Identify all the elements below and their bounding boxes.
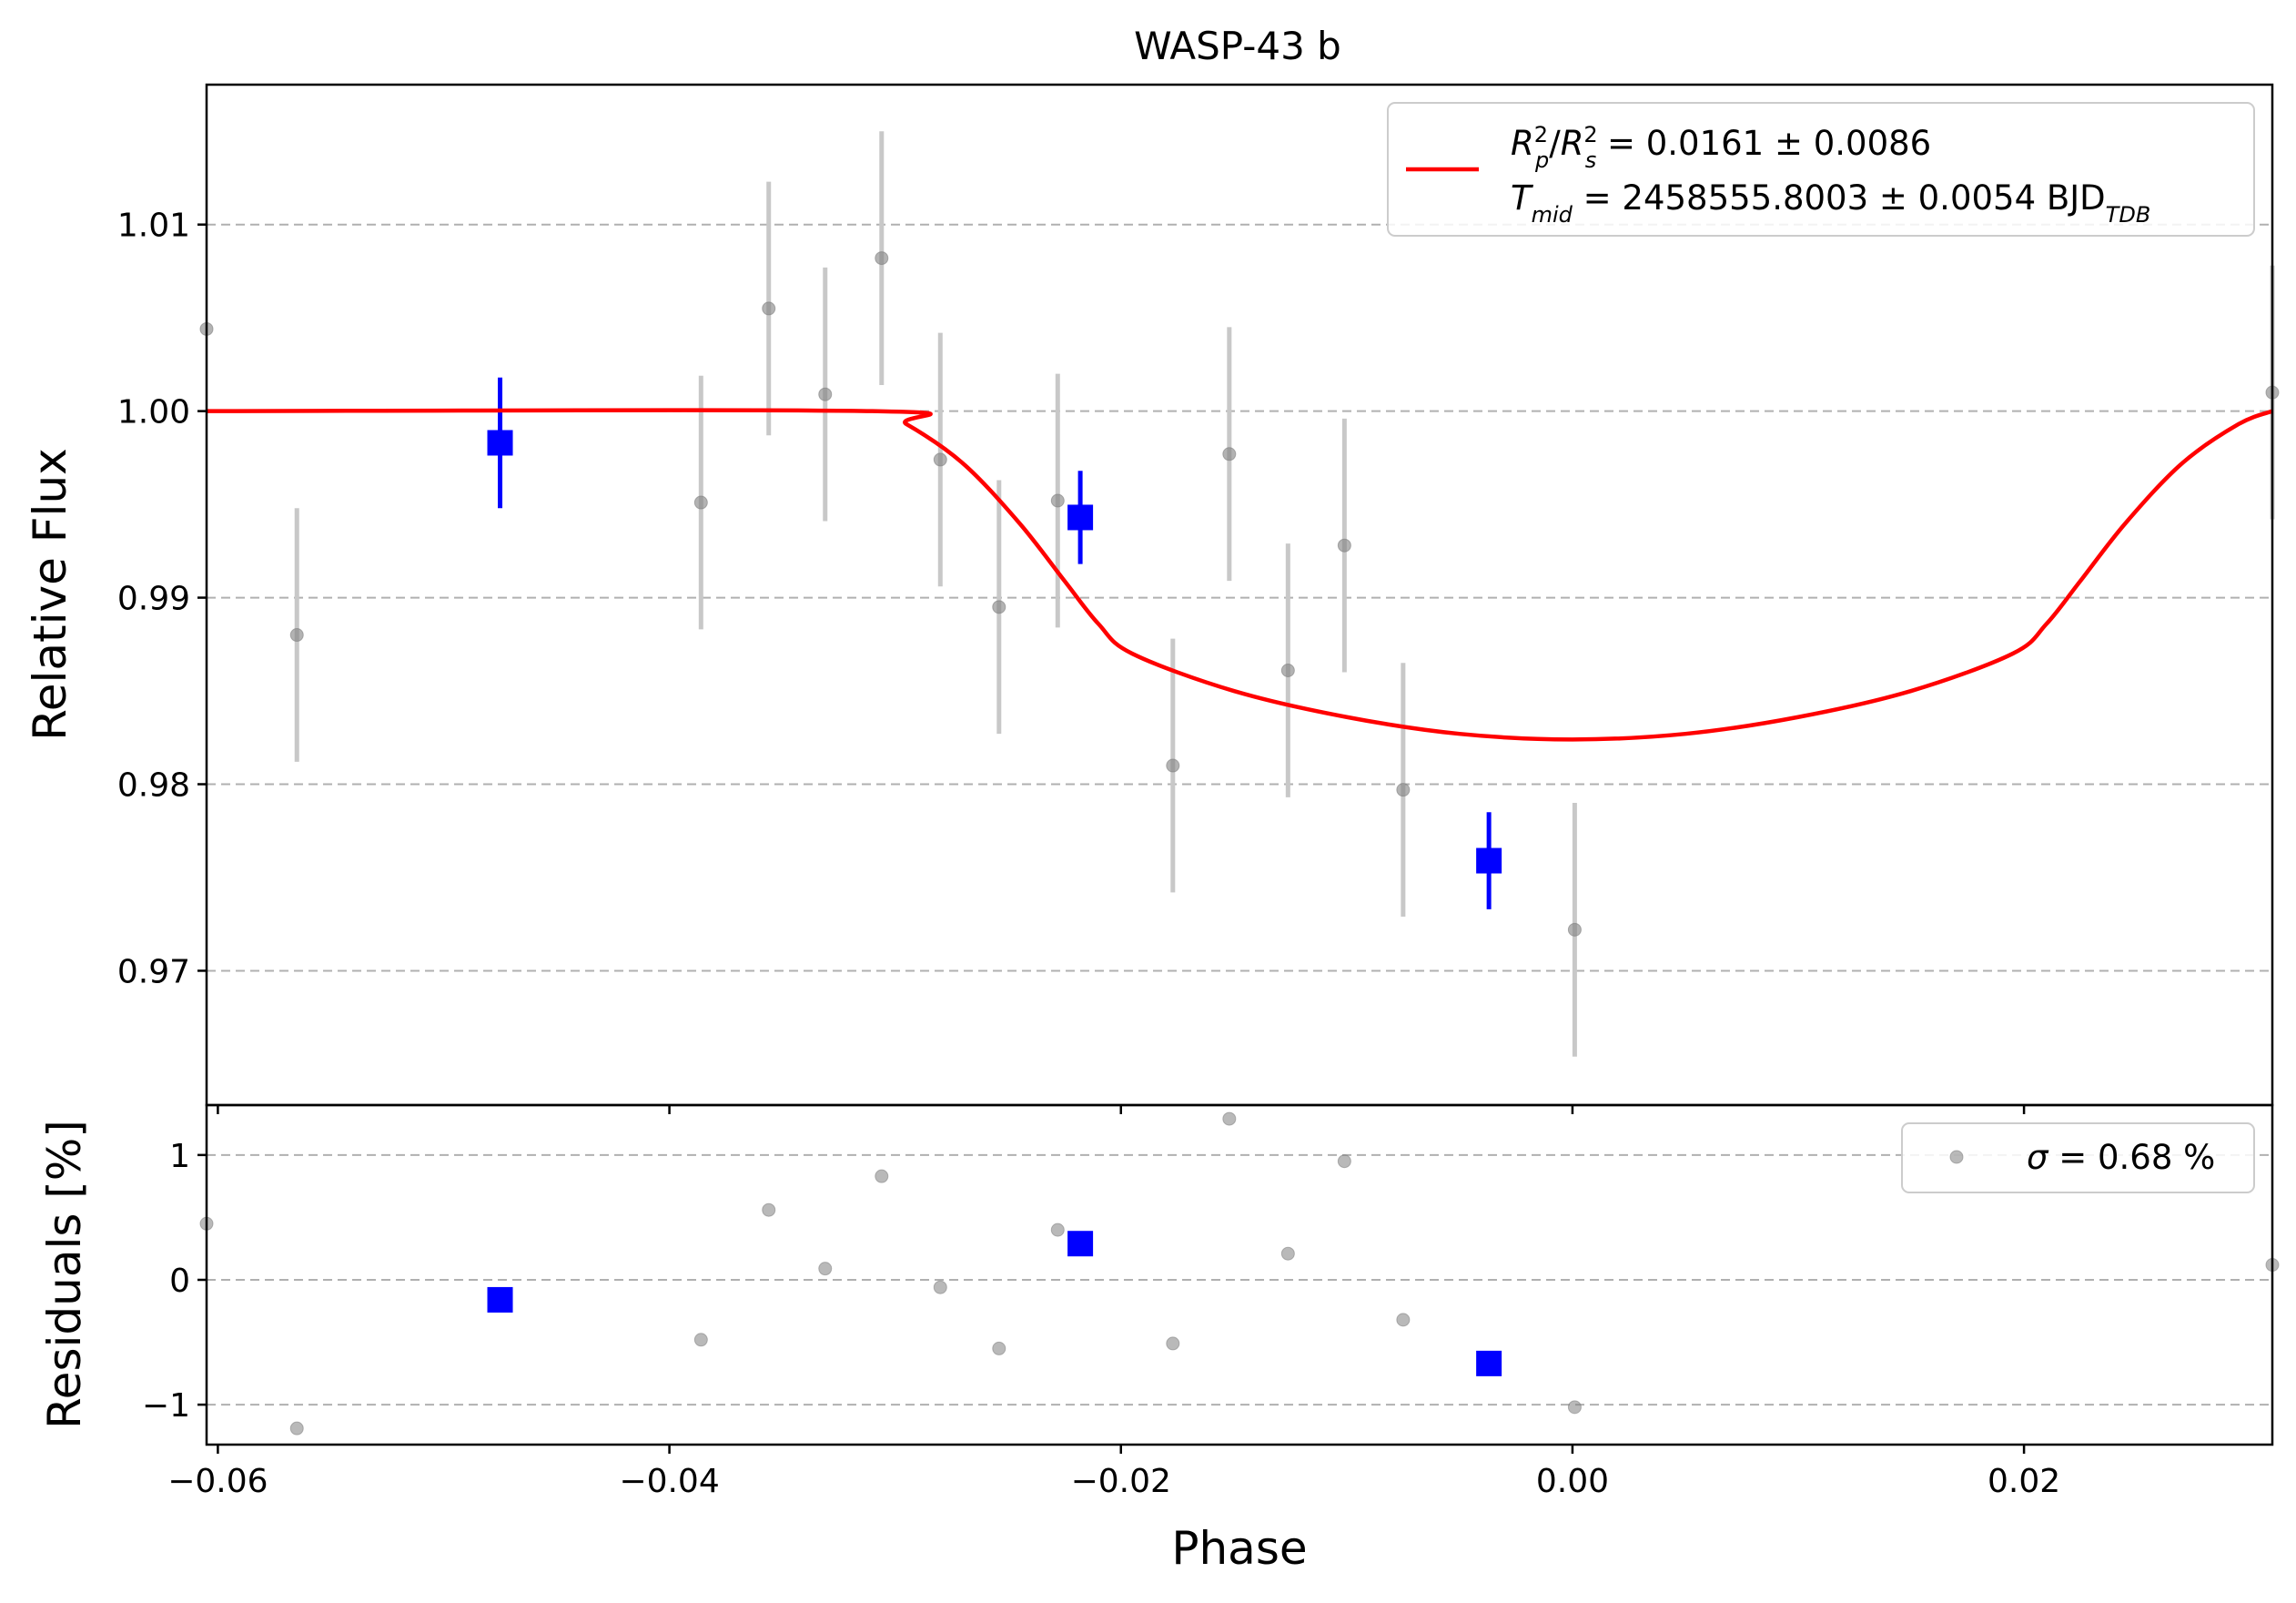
raw-data-point — [762, 301, 776, 316]
residual-raw-point — [1050, 1223, 1065, 1237]
residuals-panel: −1 0 1 −0.06 −0.04 −0.02 0.00 0.02 Residuals [… — [38, 1103, 2280, 1575]
binned-data-point — [487, 430, 513, 456]
y-tick-label: 1.01 — [117, 208, 190, 245]
legend-slash: / — [1549, 124, 1561, 163]
legend-sigma-symbol: σ — [2027, 1138, 2049, 1177]
raw-data-point — [289, 628, 304, 643]
legend-depth-value: = 0.0161 ± 0.0086 — [1596, 124, 1931, 163]
bottom-y-axis-label: Residuals [%] — [38, 1120, 91, 1429]
raw-data-point — [1222, 447, 1237, 462]
residual-raw-point — [818, 1262, 833, 1276]
legend-sigma-value: = 0.68 % — [2048, 1138, 2215, 1177]
legend-rs-sup: 2 — [1583, 122, 1597, 147]
bottom-plot-frame — [205, 1103, 2274, 1446]
x-axis-label: Phase — [1171, 1522, 1307, 1575]
raw-data-point — [818, 387, 833, 401]
x-axis: −0.06 −0.04 −0.02 0.00 0.02 — [167, 1105, 2060, 1500]
raw-data-point — [1166, 758, 1180, 773]
residual-raw-point — [289, 1421, 304, 1436]
residual-raw-point — [992, 1341, 1006, 1355]
residual-raw-point — [693, 1333, 708, 1347]
y-tick-label: 0.97 — [117, 953, 190, 990]
raw-data-point — [1396, 783, 1411, 797]
y-tick-label: 0 — [169, 1263, 190, 1300]
residual-raw-point — [762, 1202, 776, 1217]
bottom-legend: σ = 0.68 % — [1901, 1122, 2255, 1193]
residual-raw-point — [1166, 1336, 1180, 1351]
light-curve-panel: 0.970.980.991.001.01 Relative Flux R2 p/R… — [24, 83, 2280, 1107]
raw-data-point — [992, 600, 1006, 614]
raw-data-point — [1337, 538, 1351, 553]
legend-rs-symbol: R — [1561, 124, 1584, 163]
raw-data-point — [1567, 922, 1582, 937]
binned-data-point — [1067, 504, 1094, 531]
residual-raw-series — [199, 1111, 2280, 1436]
y-tick-label: 1.00 — [117, 394, 190, 431]
residual-raw-point — [1396, 1313, 1411, 1327]
raw-data-series — [199, 131, 2280, 1057]
legend-t-sub: mid — [1532, 202, 1573, 228]
residual-raw-point — [933, 1280, 947, 1294]
legend-rp-sub: p — [1534, 147, 1549, 173]
raw-data-point — [1280, 663, 1295, 677]
top-y-axis: 0.97 0.98 0.99 1.00 1.01 — [117, 208, 207, 990]
top-y-axis-label: Relative Flux — [24, 448, 76, 740]
y-tick-label: 1 — [169, 1138, 190, 1175]
residual-binned-point — [1067, 1231, 1094, 1257]
residual-raw-point — [875, 1169, 889, 1183]
x-tick-label: 0.02 — [1988, 1463, 2060, 1500]
residual-binned-series — [487, 1231, 1502, 1376]
raw-data-point — [933, 452, 947, 467]
x-tick-label: −0.02 — [1071, 1463, 1171, 1500]
legend-residual-marker — [1949, 1150, 1964, 1164]
x-tick-label: 0.00 — [1536, 1463, 1609, 1500]
legend-line-2: Tmid = 2458555.8003 ± 0.0054 BJDTDB — [1511, 178, 2150, 228]
y-tick-label: 0.99 — [117, 581, 190, 618]
residual-binned-point — [487, 1286, 513, 1313]
raw-data-point — [875, 251, 889, 266]
binned-data-point — [1476, 847, 1502, 874]
binned-data-series — [487, 377, 1502, 909]
residual-raw-point — [1567, 1400, 1582, 1415]
bottom-y-axis: −1 0 1 — [142, 1138, 207, 1425]
legend-sigma-label: σ = 0.68 % — [2027, 1138, 2215, 1177]
legend-rs-sub: s — [1585, 147, 1597, 173]
residual-binned-point — [1476, 1350, 1502, 1376]
x-tick-label: −0.04 — [619, 1463, 719, 1500]
transit-model-line — [206, 408, 2273, 742]
top-legend-box — [1387, 102, 2255, 237]
legend-rp-sup: 2 — [1534, 122, 1548, 147]
residual-raw-point — [1222, 1111, 1237, 1126]
raw-data-point — [1050, 493, 1065, 508]
bottom-legend-box — [1901, 1122, 2255, 1193]
legend-t-symbol: T — [1511, 178, 1533, 218]
legend-rp-symbol: R — [1511, 124, 1534, 163]
legend-tmid-value: = 2458555.8003 ± 0.0054 BJD — [1573, 178, 2106, 218]
top-legend: R2 p/R2 s = 0.0161 ± 0.0086 Tmid = 2458555… — [1387, 102, 2255, 237]
legend-tdb-sub: TDB — [2106, 202, 2151, 228]
residual-raw-point — [1337, 1154, 1351, 1169]
y-tick-label: 0.98 — [117, 767, 190, 805]
residual-raw-point — [1280, 1246, 1295, 1261]
chart-title: WASP-43 b — [1134, 24, 1341, 68]
x-tick-label: −0.06 — [167, 1463, 268, 1500]
legend-line-1: R2 p/R2 s = 0.0161 ± 0.0086 — [1511, 122, 1931, 173]
raw-data-point — [693, 495, 708, 510]
y-tick-label: −1 — [142, 1387, 190, 1425]
